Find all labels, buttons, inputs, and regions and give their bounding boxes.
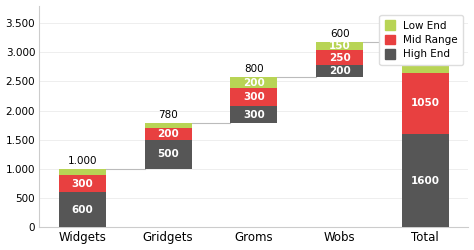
Text: 300: 300: [243, 92, 265, 102]
Text: 530: 530: [414, 52, 436, 62]
Text: 3.180: 3.180: [410, 28, 440, 38]
Text: 200: 200: [329, 66, 350, 76]
Text: 150: 150: [329, 41, 350, 51]
Text: 1600: 1600: [411, 176, 440, 186]
Text: 200: 200: [243, 78, 265, 88]
Bar: [402, 134, 449, 227]
Text: 300: 300: [72, 178, 93, 188]
Bar: [316, 50, 363, 65]
Bar: [402, 73, 449, 134]
Text: 1050: 1050: [411, 98, 440, 108]
Bar: [316, 65, 363, 77]
Text: 200: 200: [157, 129, 179, 139]
Legend: Low End, Mid Range, High End: Low End, Mid Range, High End: [380, 15, 463, 65]
Bar: [145, 124, 192, 128]
Text: 600: 600: [330, 28, 349, 38]
Text: 780: 780: [158, 110, 178, 120]
Bar: [402, 42, 449, 73]
Bar: [59, 192, 106, 227]
Text: 250: 250: [329, 53, 350, 63]
Bar: [230, 88, 277, 106]
Bar: [230, 106, 277, 124]
Text: 500: 500: [157, 149, 179, 159]
Bar: [59, 169, 106, 175]
Text: 1.000: 1.000: [68, 156, 97, 166]
Text: 600: 600: [72, 205, 93, 215]
Bar: [145, 140, 192, 169]
Text: 800: 800: [244, 64, 264, 74]
Bar: [316, 42, 363, 50]
Text: 300: 300: [243, 110, 265, 120]
Bar: [59, 175, 106, 192]
Bar: [145, 128, 192, 140]
Bar: [230, 77, 277, 88]
